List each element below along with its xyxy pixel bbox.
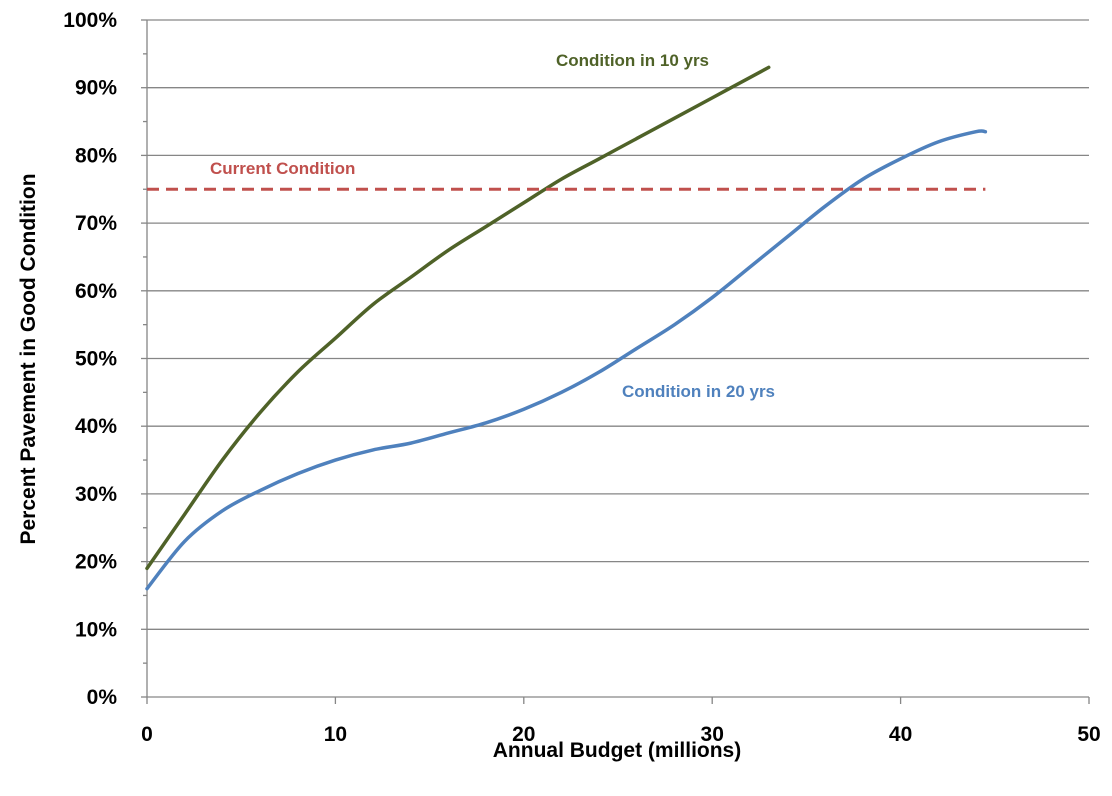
y-tick-label: 60% <box>75 280 117 303</box>
x-tick-label: 10 <box>324 723 347 746</box>
y-tick-label: 50% <box>75 348 117 371</box>
series-line-condition-in-20-yrs <box>145 129 988 591</box>
x-axis-title: Annual Budget (millions) <box>493 739 741 762</box>
y-tick-label: 10% <box>75 618 117 641</box>
y-tick-label: 0% <box>87 686 118 709</box>
axes: 0% 10% 20% 30% 40% 50% 60% 70% 80% 90% 100% 0 10 20 30… <box>63 9 1100 746</box>
series-label-condition-20-yrs: Condition in 20 yrs <box>622 382 775 401</box>
y-tick-label: 80% <box>75 144 117 167</box>
x-tick-label: 20 <box>512 723 535 746</box>
y-tick-label: 30% <box>75 483 117 506</box>
x-tick-label: 0 <box>141 723 153 746</box>
x-tick-label: 50 <box>1077 723 1100 746</box>
y-tick-label: 90% <box>75 77 117 100</box>
series-line-condition-in-10-yrs <box>145 65 771 571</box>
y-tick-label: 20% <box>75 551 117 574</box>
y-tick-label: 40% <box>75 415 117 438</box>
gridlines <box>147 19 1089 630</box>
y-axis-title: Percent Pavement in Good Condition <box>17 173 40 544</box>
series-label-condition-10-yrs: Condition in 10 yrs <box>556 51 709 70</box>
y-tick-label: 70% <box>75 212 117 235</box>
series-label-current-condition: Current Condition <box>210 159 355 178</box>
y-tick-label: 100% <box>63 9 117 32</box>
x-tick-label: 40 <box>889 723 912 746</box>
series-lines <box>145 65 988 591</box>
x-tick-label: 30 <box>701 723 724 746</box>
